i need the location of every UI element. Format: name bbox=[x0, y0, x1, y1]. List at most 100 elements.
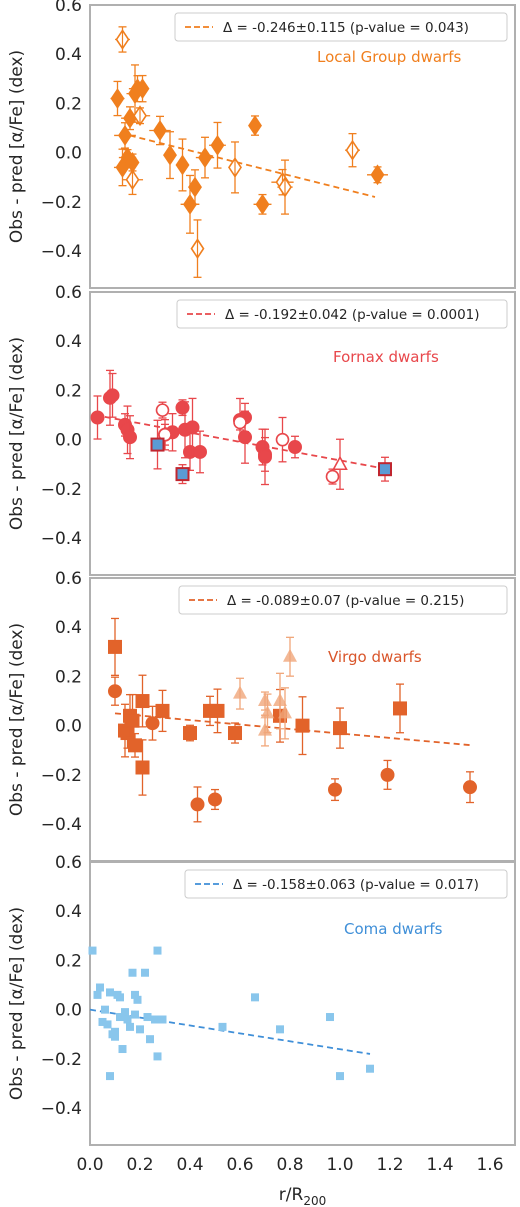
data-point bbox=[325, 469, 340, 484]
data-point bbox=[175, 400, 190, 415]
y-tick-label: −0.2 bbox=[41, 193, 82, 213]
y-tick-label: 0.6 bbox=[55, 569, 82, 589]
y-tick-label: 0.4 bbox=[55, 618, 82, 638]
axes-frame bbox=[89, 291, 516, 576]
legend-text: Δ = -0.158±0.063 (p-value = 0.017) bbox=[233, 877, 479, 893]
data-point bbox=[332, 455, 348, 471]
y-tick-label: 0.4 bbox=[55, 902, 82, 922]
data-point bbox=[151, 1015, 159, 1024]
data-point bbox=[228, 726, 242, 741]
data-point bbox=[295, 718, 310, 733]
fit-line bbox=[89, 1008, 371, 1055]
y-tick-label: 0.6 bbox=[55, 853, 82, 873]
panel-label: Coma dwarfs bbox=[344, 920, 443, 938]
data-point bbox=[135, 694, 150, 709]
y-tick-label: 0.6 bbox=[55, 283, 82, 303]
data-point bbox=[103, 1020, 112, 1029]
panel-label: Virgo dwarfs bbox=[328, 648, 422, 666]
data-point bbox=[135, 760, 150, 775]
x-tick-label: 1.6 bbox=[476, 1155, 503, 1175]
y-tick-label: 0.0 bbox=[55, 717, 82, 737]
y-tick-label: −0.4 bbox=[41, 1099, 82, 1119]
y-tick-label: 0.2 bbox=[55, 667, 82, 687]
data-point bbox=[150, 437, 165, 452]
y-tick-label: 0.0 bbox=[55, 431, 82, 451]
data-point bbox=[96, 983, 104, 992]
y-tick-label: −0.4 bbox=[41, 529, 82, 549]
legend-box bbox=[176, 299, 508, 329]
x-tick-label: 0.4 bbox=[176, 1155, 203, 1175]
data-point bbox=[153, 120, 167, 141]
data-point bbox=[98, 1017, 107, 1026]
data-point bbox=[121, 1008, 129, 1017]
y-axis-label: Obs - pred [α/Fe] (dex) bbox=[7, 623, 27, 816]
data-point bbox=[128, 738, 142, 753]
data-point bbox=[125, 713, 140, 728]
y-tick-label: 0.4 bbox=[55, 45, 82, 65]
data-point bbox=[288, 440, 302, 455]
legend-text: Δ = -0.246±0.115 (p-value = 0.043) bbox=[223, 20, 469, 36]
data-point bbox=[233, 685, 247, 699]
x-tick-label: 0.8 bbox=[276, 1155, 303, 1175]
data-point bbox=[210, 703, 225, 718]
x-axis-label: r/R200 bbox=[279, 1185, 326, 1207]
data-point bbox=[366, 1064, 374, 1073]
data-point bbox=[258, 449, 272, 464]
data-point bbox=[106, 988, 114, 997]
panel-1: −0.4 −0.2 0.0 0.2 0.4 0.6 Obs - pred [α/Fe] (d… bbox=[7, 0, 516, 289]
data-point bbox=[248, 115, 262, 137]
data-point bbox=[123, 430, 137, 445]
y-tick-label: 0.2 bbox=[55, 951, 82, 971]
data-point bbox=[105, 388, 120, 403]
axes-frame bbox=[89, 4, 516, 289]
data-point bbox=[393, 701, 407, 716]
data-point bbox=[155, 703, 170, 718]
data-point bbox=[255, 193, 270, 215]
data-point bbox=[146, 1035, 154, 1044]
data-point bbox=[190, 797, 205, 812]
data-point bbox=[233, 415, 247, 430]
data-point bbox=[326, 1013, 334, 1022]
panel-label: Fornax dwarfs bbox=[333, 348, 439, 366]
legend-box bbox=[184, 869, 508, 899]
data-point bbox=[380, 767, 395, 782]
x-tick-label: 1.2 bbox=[376, 1155, 403, 1175]
data-point bbox=[333, 721, 347, 736]
data-point bbox=[108, 639, 122, 654]
data-point bbox=[153, 1052, 162, 1061]
legend-text: Δ = -0.089±0.07 (p-value = 0.215) bbox=[227, 593, 464, 609]
data-point bbox=[108, 684, 122, 699]
axes-frame bbox=[89, 861, 516, 1146]
data-point bbox=[135, 78, 150, 100]
y-tick-label: 0.6 bbox=[55, 0, 82, 16]
y-tick-label: −0.2 bbox=[41, 766, 82, 786]
panel-3: −0.4 −0.2 0.0 0.2 0.4 0.6 Obs - pred [α/Fe] (d… bbox=[7, 569, 516, 862]
data-point bbox=[133, 995, 142, 1004]
data-point bbox=[378, 462, 392, 477]
y-tick-label: −0.4 bbox=[41, 815, 82, 835]
data-point bbox=[158, 1015, 167, 1024]
x-tick-label: 0.2 bbox=[126, 1155, 153, 1175]
data-point bbox=[153, 946, 162, 955]
data-point bbox=[188, 176, 202, 198]
data-point bbox=[163, 144, 177, 166]
y-tick-label: 0.2 bbox=[55, 94, 82, 114]
data-point bbox=[131, 1010, 139, 1019]
x-tick-label: 1.0 bbox=[326, 1155, 353, 1175]
data-point bbox=[118, 124, 132, 146]
fit-line bbox=[114, 712, 473, 747]
y-tick-label: 0.0 bbox=[55, 1001, 82, 1021]
data-point bbox=[118, 1045, 127, 1054]
data-point bbox=[88, 946, 97, 955]
x-tick-label: 1.4 bbox=[426, 1155, 453, 1175]
data-point bbox=[273, 693, 287, 707]
data-point bbox=[111, 1027, 119, 1036]
data-point bbox=[275, 432, 290, 447]
data-point bbox=[93, 990, 102, 999]
data-point bbox=[145, 716, 160, 731]
data-point bbox=[210, 134, 225, 156]
data-point bbox=[328, 782, 342, 797]
data-point bbox=[198, 147, 212, 169]
data-point bbox=[251, 993, 259, 1002]
data-point bbox=[175, 467, 190, 482]
